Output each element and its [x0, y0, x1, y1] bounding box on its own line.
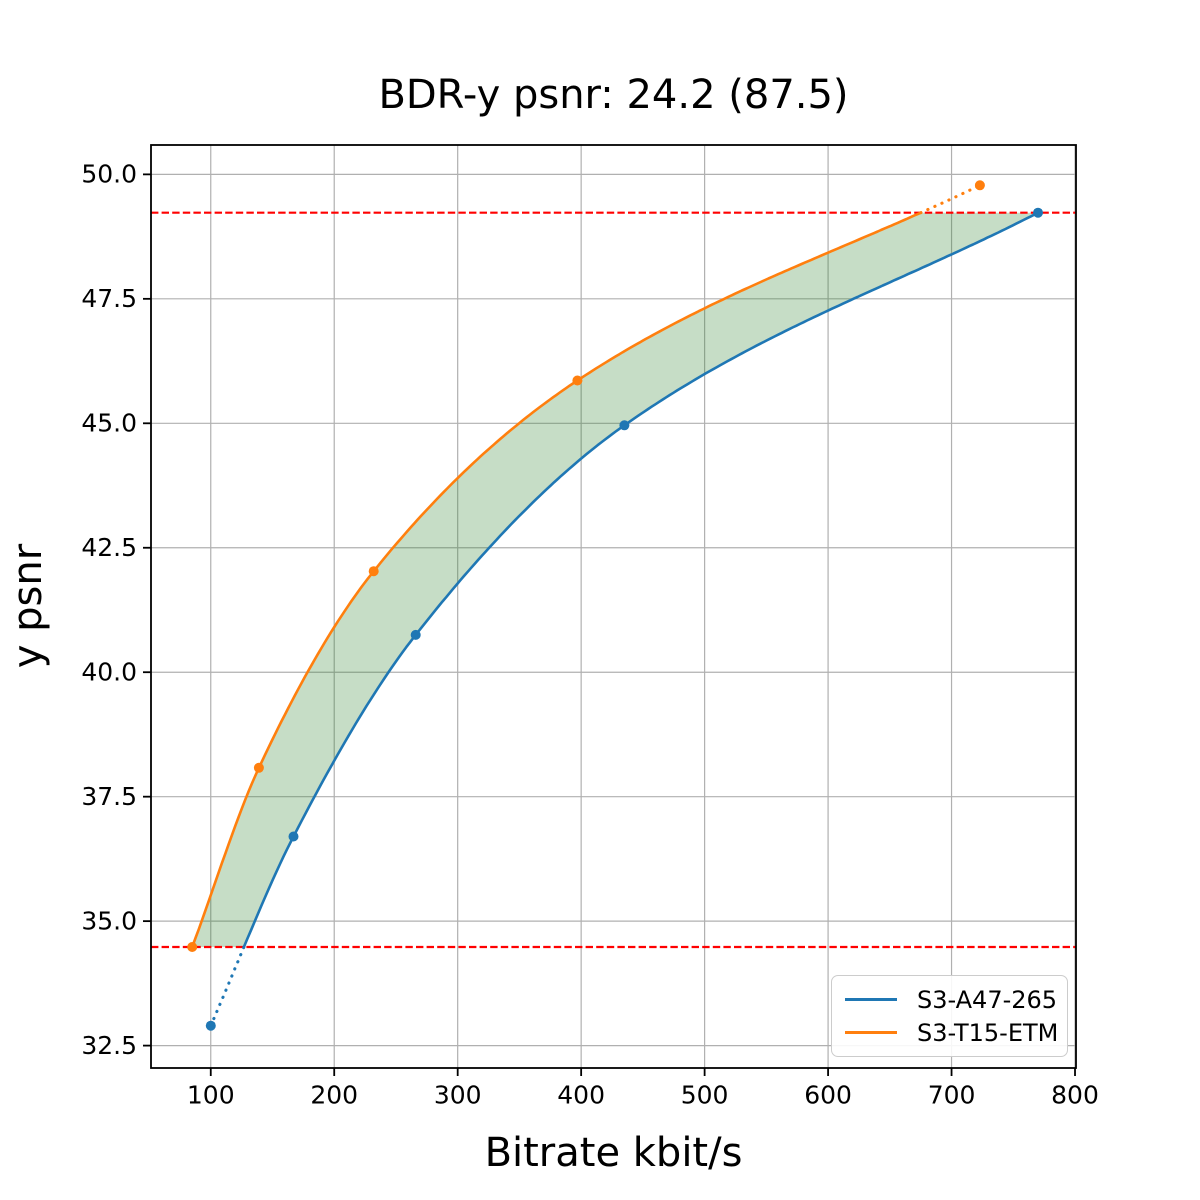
- data-point-marker: [368, 566, 379, 577]
- data-point-marker: [619, 420, 630, 431]
- bd-shaded-region: [192, 212, 1038, 947]
- y-tick-label: 40.0: [81, 657, 137, 686]
- data-point-marker: [253, 762, 264, 773]
- legend-line-swatch-blue: [845, 997, 897, 1002]
- legend-item-s3-a47-265: S3-A47-265: [845, 983, 1058, 1016]
- legend: S3-A47-265 S3-T15-ETM: [831, 975, 1068, 1057]
- y-tick-label: 47.5: [81, 284, 137, 313]
- y-tick-label: 32.5: [81, 1031, 137, 1060]
- y-tick-label: 45.0: [81, 409, 137, 438]
- x-tick-label: 300: [434, 1080, 482, 1109]
- x-tick-label: 800: [1051, 1080, 1099, 1109]
- legend-label: S3-A47-265: [917, 985, 1058, 1014]
- data-point-marker: [187, 942, 198, 952]
- x-tick-label: 100: [187, 1080, 235, 1109]
- plot-border: [150, 144, 1077, 1069]
- y-tick-label: 50.0: [81, 160, 137, 189]
- y-tick-label: 37.5: [81, 782, 137, 811]
- legend-item-s3-t15-etm: S3-T15-ETM: [845, 1016, 1058, 1049]
- x-tick-label: 500: [681, 1080, 729, 1109]
- data-point-marker: [974, 180, 985, 191]
- x-tick-label: 200: [310, 1080, 358, 1109]
- legend-label: S3-T15-ETM: [917, 1018, 1059, 1047]
- plot-area: 100 200 300 400 500 600 700 800 32.5 35.0 37.5 40.0…: [81, 144, 1099, 1109]
- series-curve: [242, 211, 1039, 948]
- data-point-marker: [410, 629, 421, 640]
- y-axis-label: y psnr: [5, 543, 51, 669]
- series-dotted-extension: [919, 183, 982, 215]
- legend-line-swatch-orange: [845, 1030, 897, 1035]
- data-point-marker: [1033, 207, 1043, 218]
- y-tick-label: 42.5: [81, 533, 137, 562]
- chart-title: BDR-y psnr: 24.2 (87.5): [378, 72, 849, 118]
- x-axis-label: Bitrate kbit/s: [484, 1130, 743, 1176]
- data-point-marker: [205, 1020, 216, 1031]
- x-tick-label: 600: [804, 1080, 852, 1109]
- x-tick-label: 700: [928, 1080, 976, 1109]
- data-point-marker: [288, 831, 299, 842]
- series-curve: [190, 211, 922, 948]
- series-dotted-extension: [209, 945, 246, 1028]
- y-tick-label: 35.0: [81, 906, 137, 935]
- data-point-marker: [572, 375, 583, 386]
- x-tick-label: 400: [557, 1080, 605, 1109]
